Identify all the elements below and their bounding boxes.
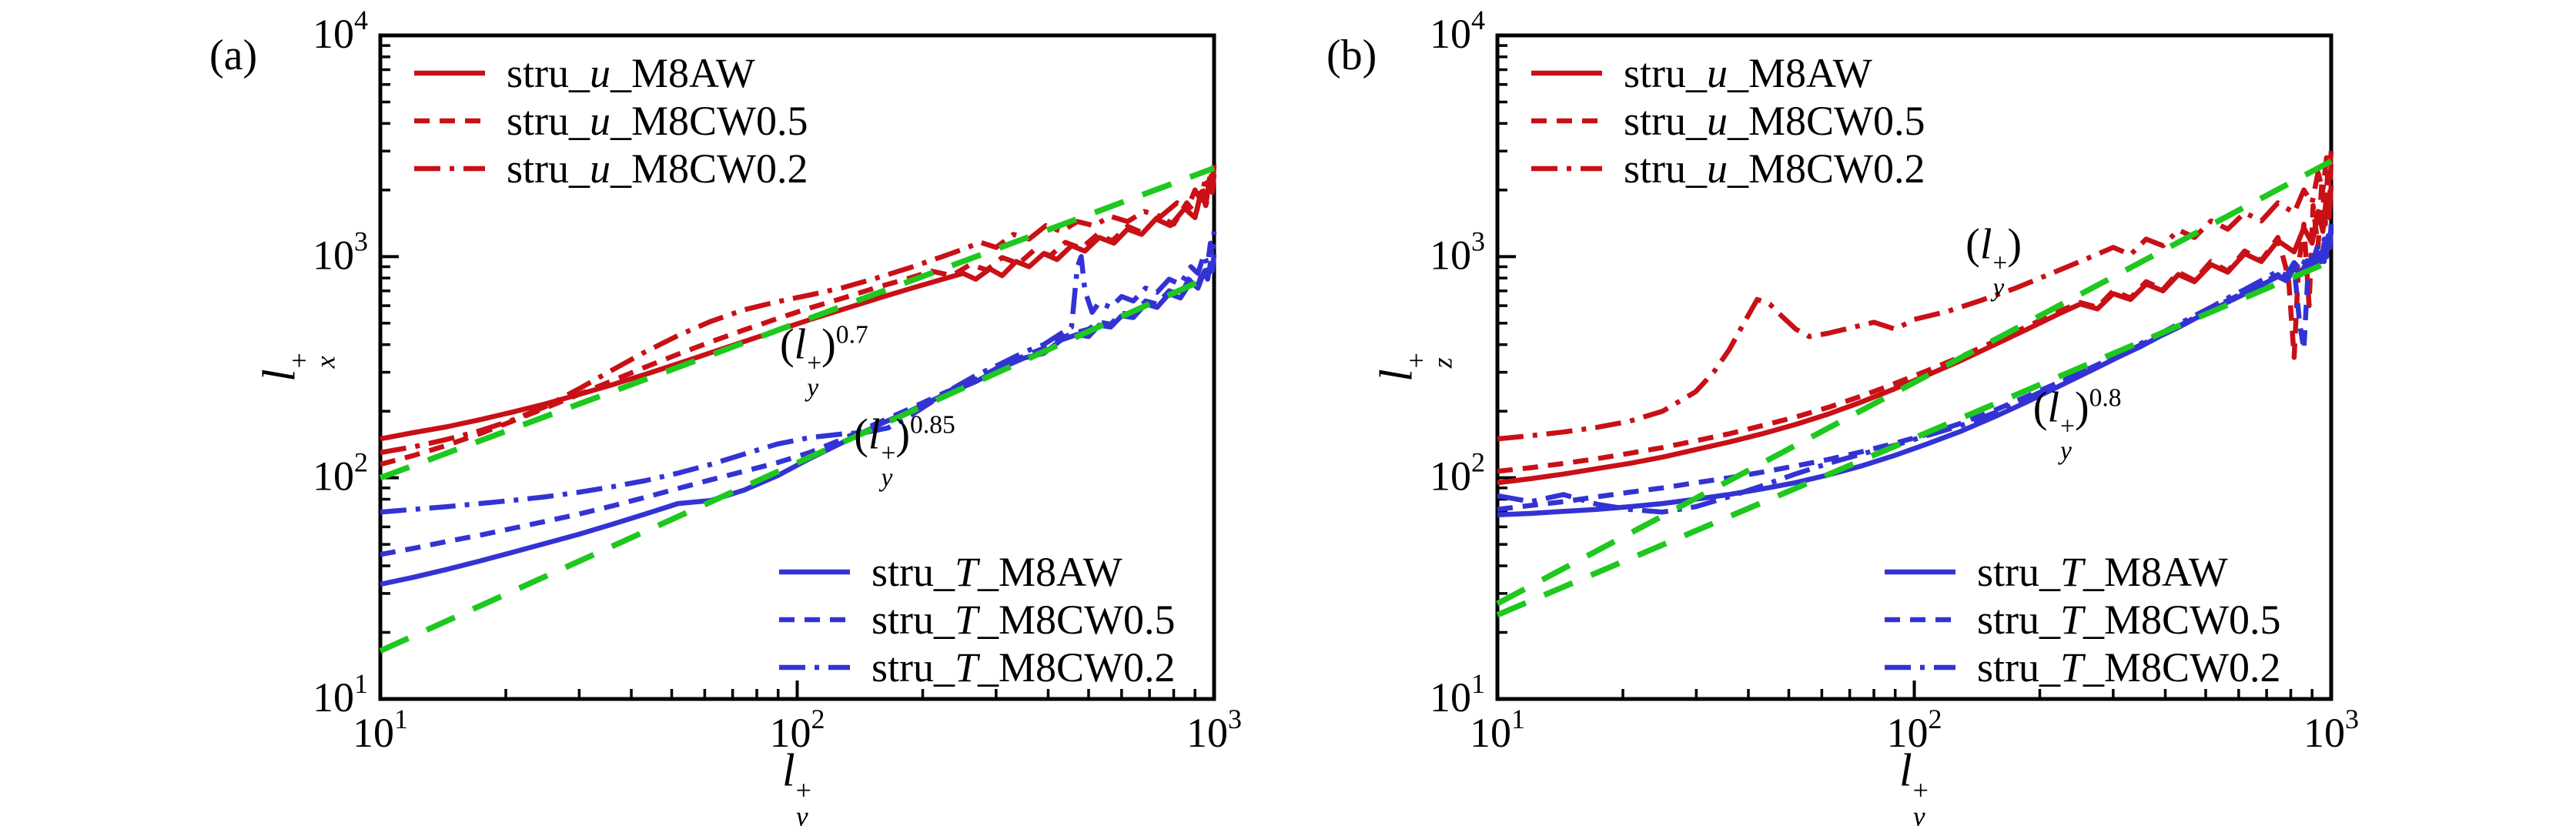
y-axis-tick-label: 104 bbox=[1430, 5, 1485, 57]
legend-item: stru_u_M8CW0.5 bbox=[1531, 97, 1925, 145]
y-axis-tick-label: 102 bbox=[1430, 447, 1485, 500]
panel-b-legend-top: stru_u_M8AW stru_u_M8CW0.5 stru_u_M8CW0.… bbox=[1531, 49, 1925, 192]
series-line-reference_slope_0.85 bbox=[379, 272, 1216, 654]
x-axis-tick-label: 101 bbox=[353, 704, 408, 756]
panel-b-annotation-slope-0.8: (l + y)0.8 bbox=[2032, 383, 2122, 466]
legend-line-sample bbox=[414, 164, 485, 173]
legend-label: stru_T_M8CW0.5 bbox=[871, 597, 1176, 643]
legend-line-sample bbox=[414, 69, 485, 78]
legend-label: stru_u_M8AW bbox=[1624, 50, 1872, 96]
legend-line-sample bbox=[779, 615, 850, 624]
legend-item: stru_u_M8CW0.2 bbox=[1531, 145, 1925, 192]
series-line-stru_u_M8CW0.2 bbox=[1497, 150, 2334, 442]
legend-line-sample bbox=[779, 567, 850, 577]
legend-label: stru_u_M8CW0.2 bbox=[507, 145, 808, 192]
legend-item: stru_T_M8AW bbox=[779, 548, 1176, 596]
series-line-reference_slope_1 bbox=[1496, 159, 2333, 607]
legend-item: stru_u_M8CW0.5 bbox=[414, 97, 808, 145]
legend-label: stru_T_M8CW0.5 bbox=[1977, 597, 2281, 643]
legend-line-sample bbox=[1531, 116, 1602, 125]
y-axis-tick-label: 104 bbox=[313, 5, 368, 57]
panel-a-annotation-slope-0.85: (l + y)0.85 bbox=[854, 410, 955, 493]
panel-a-legend-top: stru_u_M8AW stru_u_M8CW0.5 stru_u_M8CW0.… bbox=[414, 49, 808, 192]
legend-label: stru_u_M8CW0.5 bbox=[1624, 98, 1925, 144]
series-line-stru_u_M8CW0.5 bbox=[380, 164, 1217, 467]
legend-item: stru_T_M8CW0.5 bbox=[779, 596, 1176, 644]
x-axis-tick-label: 103 bbox=[2303, 704, 2359, 756]
legend-line-sample bbox=[1531, 69, 1602, 78]
series-line-stru_T_M8CW0.2 bbox=[1497, 224, 2334, 515]
legend-label: stru_T_M8AW bbox=[871, 549, 1122, 595]
panel-b-label: (b) bbox=[1326, 32, 1377, 79]
legend-line-sample bbox=[1531, 164, 1602, 173]
legend-line-sample bbox=[414, 116, 485, 125]
legend-label: stru_u_M8CW0.5 bbox=[507, 98, 808, 144]
legend-line-sample bbox=[779, 663, 850, 672]
panel-a-x-axis-label: l + y bbox=[782, 744, 811, 826]
panel-a-y-axis-label: l + x bbox=[253, 353, 341, 382]
y-axis-tick-label: 102 bbox=[313, 447, 368, 500]
legend-line-sample bbox=[1885, 663, 1955, 672]
legend-item: stru_u_M8CW0.2 bbox=[414, 145, 808, 192]
y-axis-tick-label: 103 bbox=[1430, 226, 1485, 278]
legend-item: stru_T_M8CW0.2 bbox=[779, 644, 1176, 691]
legend-item: stru_u_M8AW bbox=[414, 49, 808, 97]
x-axis-tick-label: 103 bbox=[1186, 704, 1242, 756]
legend-item: stru_T_M8AW bbox=[1885, 548, 2281, 596]
legend-label: stru_u_M8AW bbox=[507, 50, 755, 96]
legend-item: stru_u_M8AW bbox=[1531, 49, 1925, 97]
legend-label: stru_T_M8CW0.2 bbox=[871, 644, 1176, 691]
legend-label: stru_T_M8CW0.2 bbox=[1977, 644, 2281, 691]
panel-b-annotation-slope-1: (l + y) bbox=[1965, 221, 2022, 303]
series-line-stru_u_M8CW0.2 bbox=[380, 166, 1217, 456]
panel-a-legend-bottom: stru_T_M8AW stru_T_M8CW0.5 stru_T_M8CW0.… bbox=[779, 548, 1176, 691]
legend-line-sample bbox=[1885, 615, 1955, 624]
legend-item: stru_T_M8CW0.2 bbox=[1885, 644, 2281, 691]
series-line-reference_slope_0.7 bbox=[379, 165, 1216, 481]
panel-b-x-axis-label: l + y bbox=[1899, 744, 1929, 826]
legend-label: stru_T_M8AW bbox=[1977, 549, 2228, 595]
legend-line-sample bbox=[1885, 567, 1955, 577]
panel-b-legend-bottom: stru_T_M8AW stru_T_M8CW0.5 stru_T_M8CW0.… bbox=[1885, 548, 2281, 691]
series-line-stru_u_M8AW bbox=[1497, 185, 2334, 486]
panel-a-label: (a) bbox=[209, 32, 258, 79]
panel-a-annotation-slope-0.7: (l + y)0.7 bbox=[779, 320, 868, 403]
panel-b-y-axis-label: l + z bbox=[1370, 353, 1458, 382]
x-axis-tick-label: 101 bbox=[1470, 704, 1525, 756]
legend-label: stru_u_M8CW0.2 bbox=[1624, 145, 1925, 192]
legend-item: stru_T_M8CW0.5 bbox=[1885, 596, 2281, 644]
x-axis-tick-label: 102 bbox=[770, 704, 825, 756]
y-axis-tick-label: 103 bbox=[313, 226, 368, 278]
series-line-stru_u_M8CW0.5 bbox=[1497, 157, 2334, 474]
